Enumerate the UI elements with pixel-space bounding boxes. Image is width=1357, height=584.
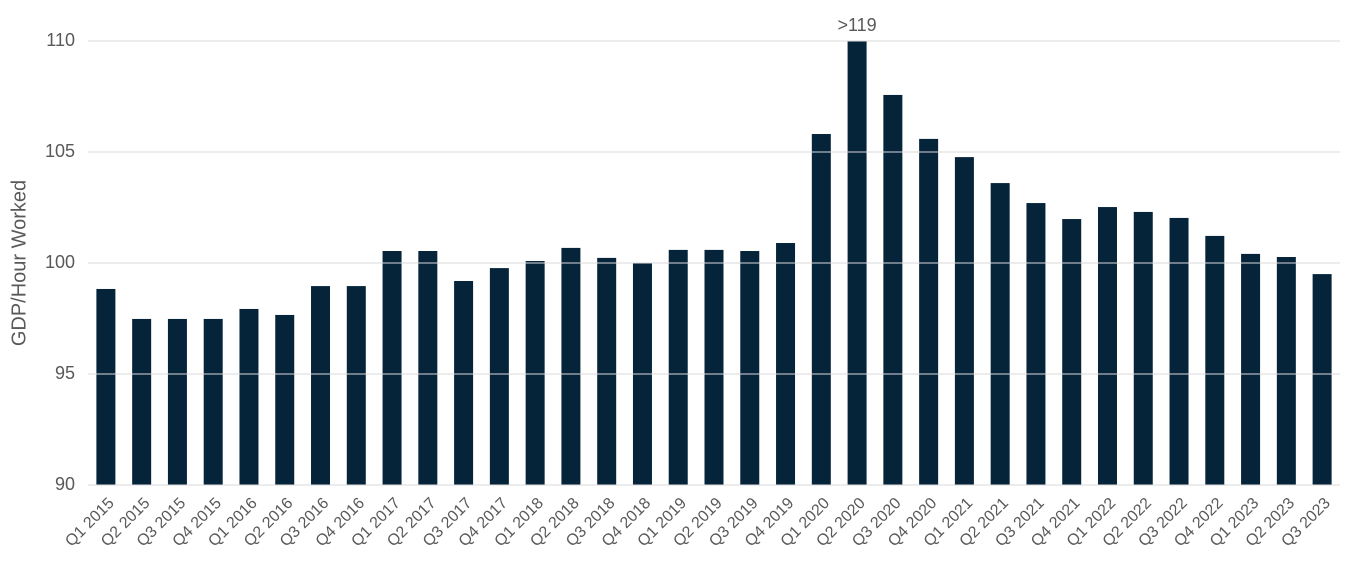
y-tick-label: 90 [55,474,75,494]
y-tick-label: 100 [45,252,75,272]
bar [740,251,760,485]
bar [847,41,867,485]
bar [990,183,1010,485]
bar [1276,257,1296,485]
bar [382,251,402,485]
bar [1241,253,1261,485]
bar [1169,217,1189,485]
bar [811,134,831,485]
y-tick-label: 110 [46,30,75,50]
y-tick-label: 105 [45,141,75,161]
y-tick-label: 95 [55,363,75,383]
bar [954,157,974,485]
bar [919,138,939,485]
bar [1205,235,1225,485]
bar [489,268,509,485]
bar [561,247,581,485]
bar [668,249,688,485]
bar [311,286,331,485]
bar [525,261,545,485]
bar [346,286,366,485]
bar [776,243,796,485]
bar [275,314,295,485]
bar [167,318,187,485]
bar [96,288,116,485]
bar [418,251,438,485]
bar [239,308,259,485]
y-axis-label: GDP/Hour Worked [8,180,30,346]
bar [454,280,474,485]
bar [1062,219,1082,485]
bar [883,94,903,485]
bar [1133,211,1153,485]
bar [1097,207,1117,485]
bar [132,318,152,485]
bar [203,318,223,485]
bar [1312,274,1332,485]
value-label: >119 [837,15,876,35]
bars [96,41,1332,485]
bar [597,257,617,485]
bar [1026,203,1046,485]
bar [704,249,724,485]
